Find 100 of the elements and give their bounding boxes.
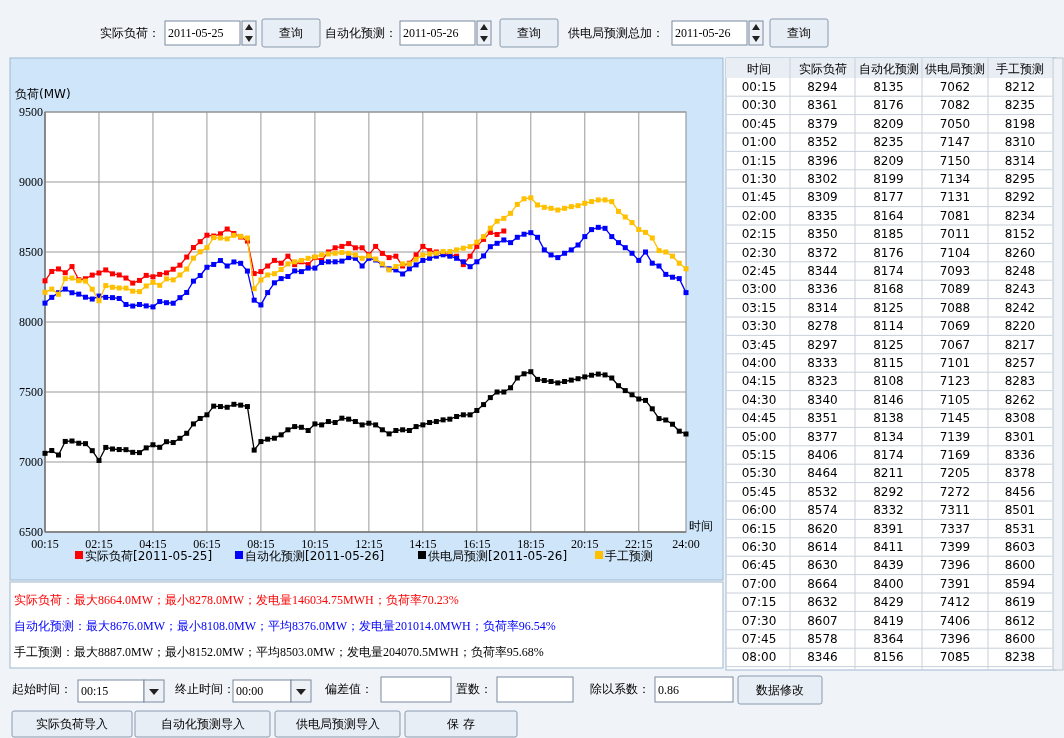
text: 8456 bbox=[1004, 484, 1036, 499]
text: 7396 bbox=[939, 558, 971, 573]
text: 05:30 bbox=[741, 466, 777, 481]
text: 8156 bbox=[873, 650, 904, 665]
text: 04:30 bbox=[741, 392, 777, 407]
text: 01:15 bbox=[741, 153, 777, 168]
y-tick-label: 8500 bbox=[19, 245, 43, 259]
text: 06:30 bbox=[741, 540, 777, 554]
text: 7101 bbox=[939, 356, 971, 370]
text: 查询 bbox=[279, 26, 303, 40]
input-field: 2011-05-25 bbox=[164, 20, 241, 46]
text: 8352 bbox=[807, 135, 838, 150]
text: 供电局预测 bbox=[925, 62, 985, 76]
text: 8429 bbox=[873, 595, 904, 610]
x-tick-label: 22:15 bbox=[625, 537, 653, 551]
text: 8344 bbox=[807, 264, 838, 278]
text: 8164 bbox=[873, 208, 904, 223]
text: 8664 bbox=[807, 576, 838, 591]
text: 8332 bbox=[873, 503, 904, 518]
text: 7399 bbox=[939, 540, 971, 554]
text: 7396 bbox=[939, 632, 971, 646]
legend-label: 实际负荷[2011-05-25] bbox=[85, 549, 213, 563]
text: 8108 bbox=[873, 374, 904, 389]
text: 02:30 bbox=[741, 245, 777, 260]
text: 8614 bbox=[807, 540, 838, 554]
text: 8314 bbox=[807, 300, 838, 315]
text: 起始时间： bbox=[12, 682, 72, 696]
text: 05:00 bbox=[741, 429, 777, 444]
text: 8419 bbox=[873, 613, 904, 628]
text: 7272 bbox=[939, 484, 971, 499]
text: 8308 bbox=[1004, 411, 1036, 426]
x-tick-label: 18:15 bbox=[517, 537, 545, 551]
text: 8295 bbox=[1004, 172, 1036, 186]
input-field: 00:00 bbox=[232, 679, 292, 703]
text: 8578 bbox=[807, 632, 838, 646]
text: 8125 bbox=[873, 337, 904, 352]
text: 手工预测 bbox=[996, 62, 1044, 76]
text: 7150 bbox=[939, 153, 971, 168]
text: 05:45 bbox=[741, 484, 777, 499]
input-field: 2011-05-26 bbox=[671, 20, 748, 46]
text: 实际负荷 bbox=[798, 62, 847, 76]
text: 7088 bbox=[939, 300, 971, 315]
text: 8620 bbox=[807, 521, 838, 536]
text: 自动化预测 bbox=[858, 62, 919, 76]
text: 8333 bbox=[807, 356, 838, 370]
text: 实际负荷导入 bbox=[36, 717, 108, 731]
text: 8294 bbox=[807, 80, 838, 94]
text: 8220 bbox=[1004, 319, 1036, 334]
text: 8501 bbox=[1004, 503, 1036, 518]
input-field: 0.86 bbox=[654, 676, 734, 703]
text: 8262 bbox=[1004, 392, 1036, 407]
text: 7134 bbox=[939, 172, 971, 186]
x-tick-label: 02:15 bbox=[85, 537, 113, 551]
legend-label: 自动化预测[2011-05-26] bbox=[245, 549, 385, 563]
text: 01:00 bbox=[741, 135, 777, 150]
text: 7147 bbox=[939, 135, 971, 150]
text: 8310 bbox=[1004, 135, 1036, 150]
text: 8378 bbox=[1004, 466, 1036, 481]
text: 7145 bbox=[939, 411, 971, 426]
text: 01:45 bbox=[741, 190, 777, 205]
legend-label: 手工预测 bbox=[605, 549, 653, 563]
input-field: 00:15 bbox=[77, 679, 145, 703]
text: 8400 bbox=[873, 576, 904, 591]
x-tick-label: 14:15 bbox=[409, 537, 437, 551]
y-axis-title: 负荷(MW) bbox=[15, 87, 71, 101]
text: 7406 bbox=[939, 613, 971, 628]
text: 7123 bbox=[939, 374, 971, 389]
text: 数据修改 bbox=[756, 683, 804, 697]
text: 8411 bbox=[873, 540, 904, 554]
text: 7082 bbox=[939, 98, 971, 113]
text: 7085 bbox=[939, 650, 971, 665]
y-tick-label: 7000 bbox=[19, 455, 43, 469]
text: 7050 bbox=[939, 116, 971, 131]
text: 03:15 bbox=[741, 300, 777, 315]
text: 8235 bbox=[1004, 98, 1036, 113]
text: 04:45 bbox=[741, 411, 777, 426]
text: 除以系数： bbox=[590, 682, 650, 696]
text: 8278 bbox=[807, 319, 838, 334]
text: 7391 bbox=[939, 576, 971, 591]
input-field: 2011-05-26 bbox=[399, 20, 476, 46]
text: 8212 bbox=[1004, 80, 1036, 94]
text: 8309 bbox=[807, 190, 838, 205]
text: 实际负荷： bbox=[100, 26, 160, 40]
text: 8619 bbox=[1004, 595, 1036, 610]
text: 01:30 bbox=[741, 172, 777, 186]
x-tick-label: 16:15 bbox=[463, 537, 491, 551]
text: 8138 bbox=[873, 411, 904, 426]
x-tick-label: 20:15 bbox=[571, 537, 599, 551]
text: 7337 bbox=[939, 521, 971, 536]
text: 自动化预测： bbox=[325, 26, 397, 40]
y-tick-label: 6500 bbox=[19, 525, 43, 539]
text: 置数： bbox=[456, 682, 492, 696]
text: 8146 bbox=[873, 392, 904, 407]
text: 8600 bbox=[1004, 632, 1036, 646]
text: 06:15 bbox=[741, 521, 777, 536]
text: 7104 bbox=[939, 245, 971, 260]
text: 06:00 bbox=[741, 503, 777, 518]
text: 8115 bbox=[873, 356, 904, 370]
text: 8283 bbox=[1004, 374, 1036, 389]
text: 时间 bbox=[747, 62, 771, 76]
